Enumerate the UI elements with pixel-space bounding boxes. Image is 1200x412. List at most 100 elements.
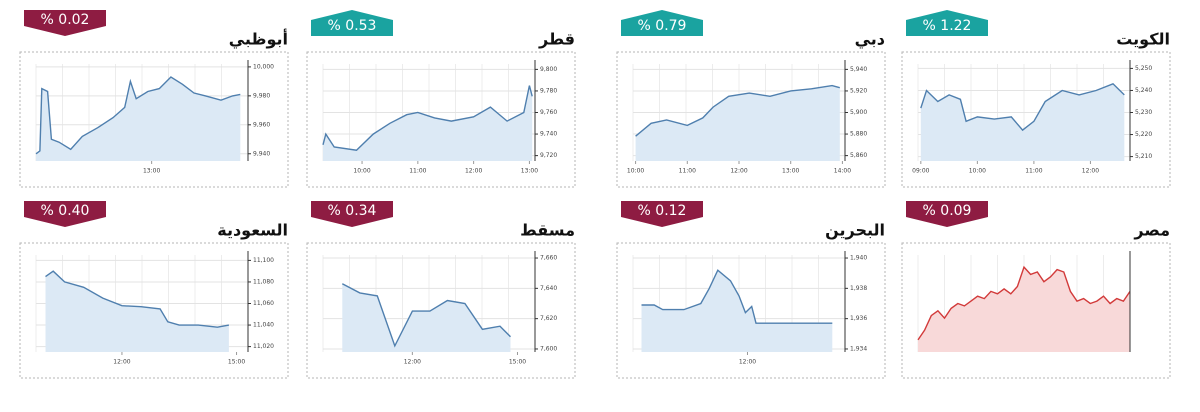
x-tick-label: 12:00	[113, 359, 130, 366]
change-badge	[24, 201, 106, 227]
x-tick-label: 15:00	[228, 359, 245, 366]
change-label: % 0.09	[923, 203, 972, 219]
x-tick-label: 11:00	[679, 168, 696, 175]
x-tick-label: 15:00	[509, 359, 526, 366]
panel-title: الكويت	[1116, 30, 1170, 49]
y-tick-label: 1,934	[850, 345, 867, 352]
panel: البحرين % 0.12 1,940 1,938 1,936 1,934 12:00	[616, 201, 886, 379]
area	[635, 85, 840, 161]
panel: الكويت % 1.22 5,250 5,240 5,230 5,220 5,210 09:…	[901, 10, 1171, 188]
y-tick-label: 5,250	[1135, 65, 1152, 72]
x-tick-label: 13:00	[143, 168, 160, 175]
change-badge	[311, 10, 393, 36]
panel: قطر % 0.53 9,800 9,780 9,760 9,740 9,720 10:00 1…	[306, 10, 576, 188]
x-tick-label: 11:00	[409, 168, 426, 175]
y-tick-label: 5,210	[1135, 153, 1152, 160]
x-tick-label: 13:00	[782, 168, 799, 175]
panel-title: أبوظبي	[229, 29, 288, 50]
y-tick-label: 5,230	[1135, 109, 1152, 116]
panel-title: السعودية	[217, 221, 288, 240]
y-tick-label: 1,938	[850, 285, 867, 292]
area	[45, 271, 229, 352]
price-line	[341, 283, 511, 348]
y-tick-label: 1,936	[850, 315, 867, 322]
x-tick-label: 12:00	[730, 168, 747, 175]
y-tick-label: 7,660	[540, 255, 557, 262]
x-tick-label: 10:00	[969, 168, 986, 175]
y-tick-label: 9,780	[540, 87, 557, 94]
x-tick-label: 12:00	[404, 359, 421, 366]
x-tick-label: 10:00	[353, 168, 370, 175]
y-tick-label: 7,640	[540, 285, 557, 292]
y-tick-label: 11,060	[253, 300, 274, 307]
x-tick-label: 14:00	[834, 168, 851, 175]
y-tick-label: 5,220	[1135, 131, 1152, 138]
y-tick-label: 11,040	[253, 322, 274, 329]
change-label: % 0.40	[41, 203, 90, 219]
panel: مسقط % 0.34 7,660 7,640 7,620 7,600 12:00 15:00	[306, 201, 576, 379]
change-label: % 0.79	[638, 18, 687, 34]
x-tick-label: 10:00	[627, 168, 644, 175]
area	[920, 83, 1125, 161]
x-tick-label: 09:00	[912, 168, 929, 175]
change-label: % 0.12	[638, 203, 687, 219]
x-tick-label: 12:00	[1082, 168, 1099, 175]
y-tick-label: 1,940	[850, 255, 867, 262]
change-badge	[311, 201, 393, 227]
y-tick-label: 5,240	[1135, 87, 1152, 94]
y-tick-label: 5,860	[850, 152, 867, 159]
area	[323, 85, 533, 161]
price-line	[635, 84, 840, 137]
area	[342, 283, 511, 352]
x-tick-label: 13:00	[521, 168, 538, 175]
x-tick-label: 12:00	[465, 168, 482, 175]
panel: دبي % 0.79 5,940 5,920 5,900 5,880 5,860 10:00 1…	[616, 10, 886, 188]
y-tick-label: 11,080	[253, 278, 274, 285]
y-tick-label: 5,920	[850, 87, 867, 94]
price-line	[641, 269, 833, 324]
panel-title: دبي	[855, 30, 885, 50]
change-label: % 0.34	[328, 203, 377, 219]
change-badge	[906, 201, 988, 227]
y-tick-label: 9,940	[253, 150, 270, 157]
panel-title: قطر	[538, 30, 575, 49]
y-tick-label: 9,980	[253, 92, 270, 99]
y-tick-label: 5,880	[850, 131, 867, 138]
y-tick-label: 11,100	[253, 257, 274, 264]
area	[641, 270, 833, 352]
change-badge	[621, 201, 703, 227]
y-tick-label: 10,000	[253, 63, 274, 70]
panel: السعودية % 0.40 11,100 11,080 11,060 11,040 11…	[19, 201, 289, 379]
change-label: % 0.53	[328, 18, 377, 34]
panel-title: مسقط	[520, 221, 575, 240]
y-tick-label: 9,740	[540, 131, 557, 138]
panel: مصر % 0.09	[901, 201, 1171, 379]
y-tick-label: 5,940	[850, 66, 867, 73]
y-tick-label: 7,620	[540, 315, 557, 322]
x-tick-label: 12:00	[739, 359, 756, 366]
change-label: % 0.02	[41, 12, 90, 28]
y-tick-label: 5,900	[850, 109, 867, 116]
price-line	[322, 85, 533, 151]
y-tick-label: 9,800	[540, 66, 557, 73]
area	[36, 77, 241, 161]
area	[918, 267, 1130, 352]
panel-title: مصر	[1133, 221, 1170, 240]
y-tick-label: 9,720	[540, 152, 557, 159]
price-line	[45, 270, 230, 328]
change-badge	[621, 10, 703, 36]
change-badge	[906, 10, 988, 36]
x-tick-label: 11:00	[1025, 168, 1042, 175]
price-line	[35, 76, 241, 155]
change-badge	[24, 10, 106, 36]
y-tick-label: 9,960	[253, 121, 270, 128]
panel: أبوظبي % 0.02 10,000 9,980 9,960 9,940 13:00	[19, 10, 289, 188]
y-tick-label: 7,600	[540, 345, 557, 352]
price-line	[917, 265, 1131, 341]
y-tick-label: 11,020	[253, 343, 274, 350]
panel-title: البحرين	[825, 221, 885, 240]
price-line	[920, 82, 1125, 132]
change-label: % 1.22	[923, 18, 972, 34]
